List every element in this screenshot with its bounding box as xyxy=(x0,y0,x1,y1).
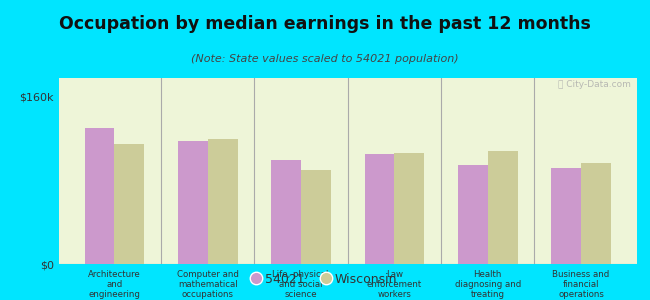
Bar xyxy=(395,153,424,264)
Bar xyxy=(84,128,114,264)
Bar xyxy=(178,141,208,264)
Bar xyxy=(271,160,301,264)
Bar xyxy=(551,168,581,264)
Bar xyxy=(458,165,488,264)
Text: Occupation by median earnings in the past 12 months: Occupation by median earnings in the pas… xyxy=(59,15,591,33)
Text: Ⓢ City-Data.com: Ⓢ City-Data.com xyxy=(558,80,631,89)
Bar xyxy=(114,144,144,264)
Text: (Note: State values scaled to 54021 population): (Note: State values scaled to 54021 popu… xyxy=(191,54,459,64)
Bar xyxy=(581,163,611,264)
Bar xyxy=(488,151,517,264)
Bar xyxy=(301,170,331,264)
Bar xyxy=(365,154,395,264)
Legend: 54021, Wisconsin: 54021, Wisconsin xyxy=(248,268,402,291)
Bar xyxy=(208,139,238,264)
